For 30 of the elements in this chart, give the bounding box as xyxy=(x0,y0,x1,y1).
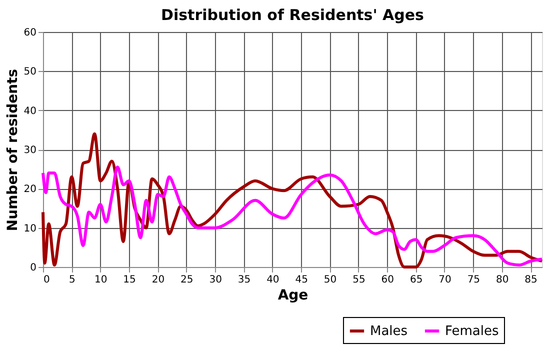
y-axis-title: Number of residents xyxy=(4,68,21,232)
x-tick-label: 0 xyxy=(44,274,50,286)
x-tick-label: 10 xyxy=(94,274,108,286)
legend-label: Females xyxy=(445,324,500,339)
x-tick-label: 25 xyxy=(180,274,194,286)
x-tick-label: 50 xyxy=(324,274,337,286)
y-tick-label: 20 xyxy=(24,184,36,196)
x-tick-label: 5 xyxy=(68,274,76,286)
x-tick-label: 70 xyxy=(438,274,452,286)
x-tick-label: 65 xyxy=(410,274,423,286)
y-tick-label: 40 xyxy=(24,106,36,117)
x-tick-label: 85 xyxy=(524,274,538,286)
x-tick-label: 45 xyxy=(295,274,308,286)
x-tick-label: 30 xyxy=(209,274,222,286)
x-tick-label: 40 xyxy=(266,274,280,286)
y-tick-label: 0 xyxy=(30,262,36,274)
y-tick-label: 50 xyxy=(24,66,36,78)
x-tick-label: 15 xyxy=(123,274,136,286)
x-tick-label: 60 xyxy=(381,274,394,286)
x-tick-label: 55 xyxy=(352,274,366,286)
y-tick-label: 30 xyxy=(24,145,36,156)
x-axis-title: Age xyxy=(278,288,308,304)
legend-label: Males xyxy=(370,324,408,339)
chart-title: Distribution of Residents' Ages xyxy=(161,6,424,24)
x-tick-label: 75 xyxy=(467,274,480,286)
x-tick-label: 80 xyxy=(496,274,509,286)
x-tick-label: 35 xyxy=(238,274,251,286)
y-tick-label: 60 xyxy=(24,28,36,38)
x-tick-label: 20 xyxy=(152,274,165,286)
y-tick-label: 10 xyxy=(24,223,36,234)
